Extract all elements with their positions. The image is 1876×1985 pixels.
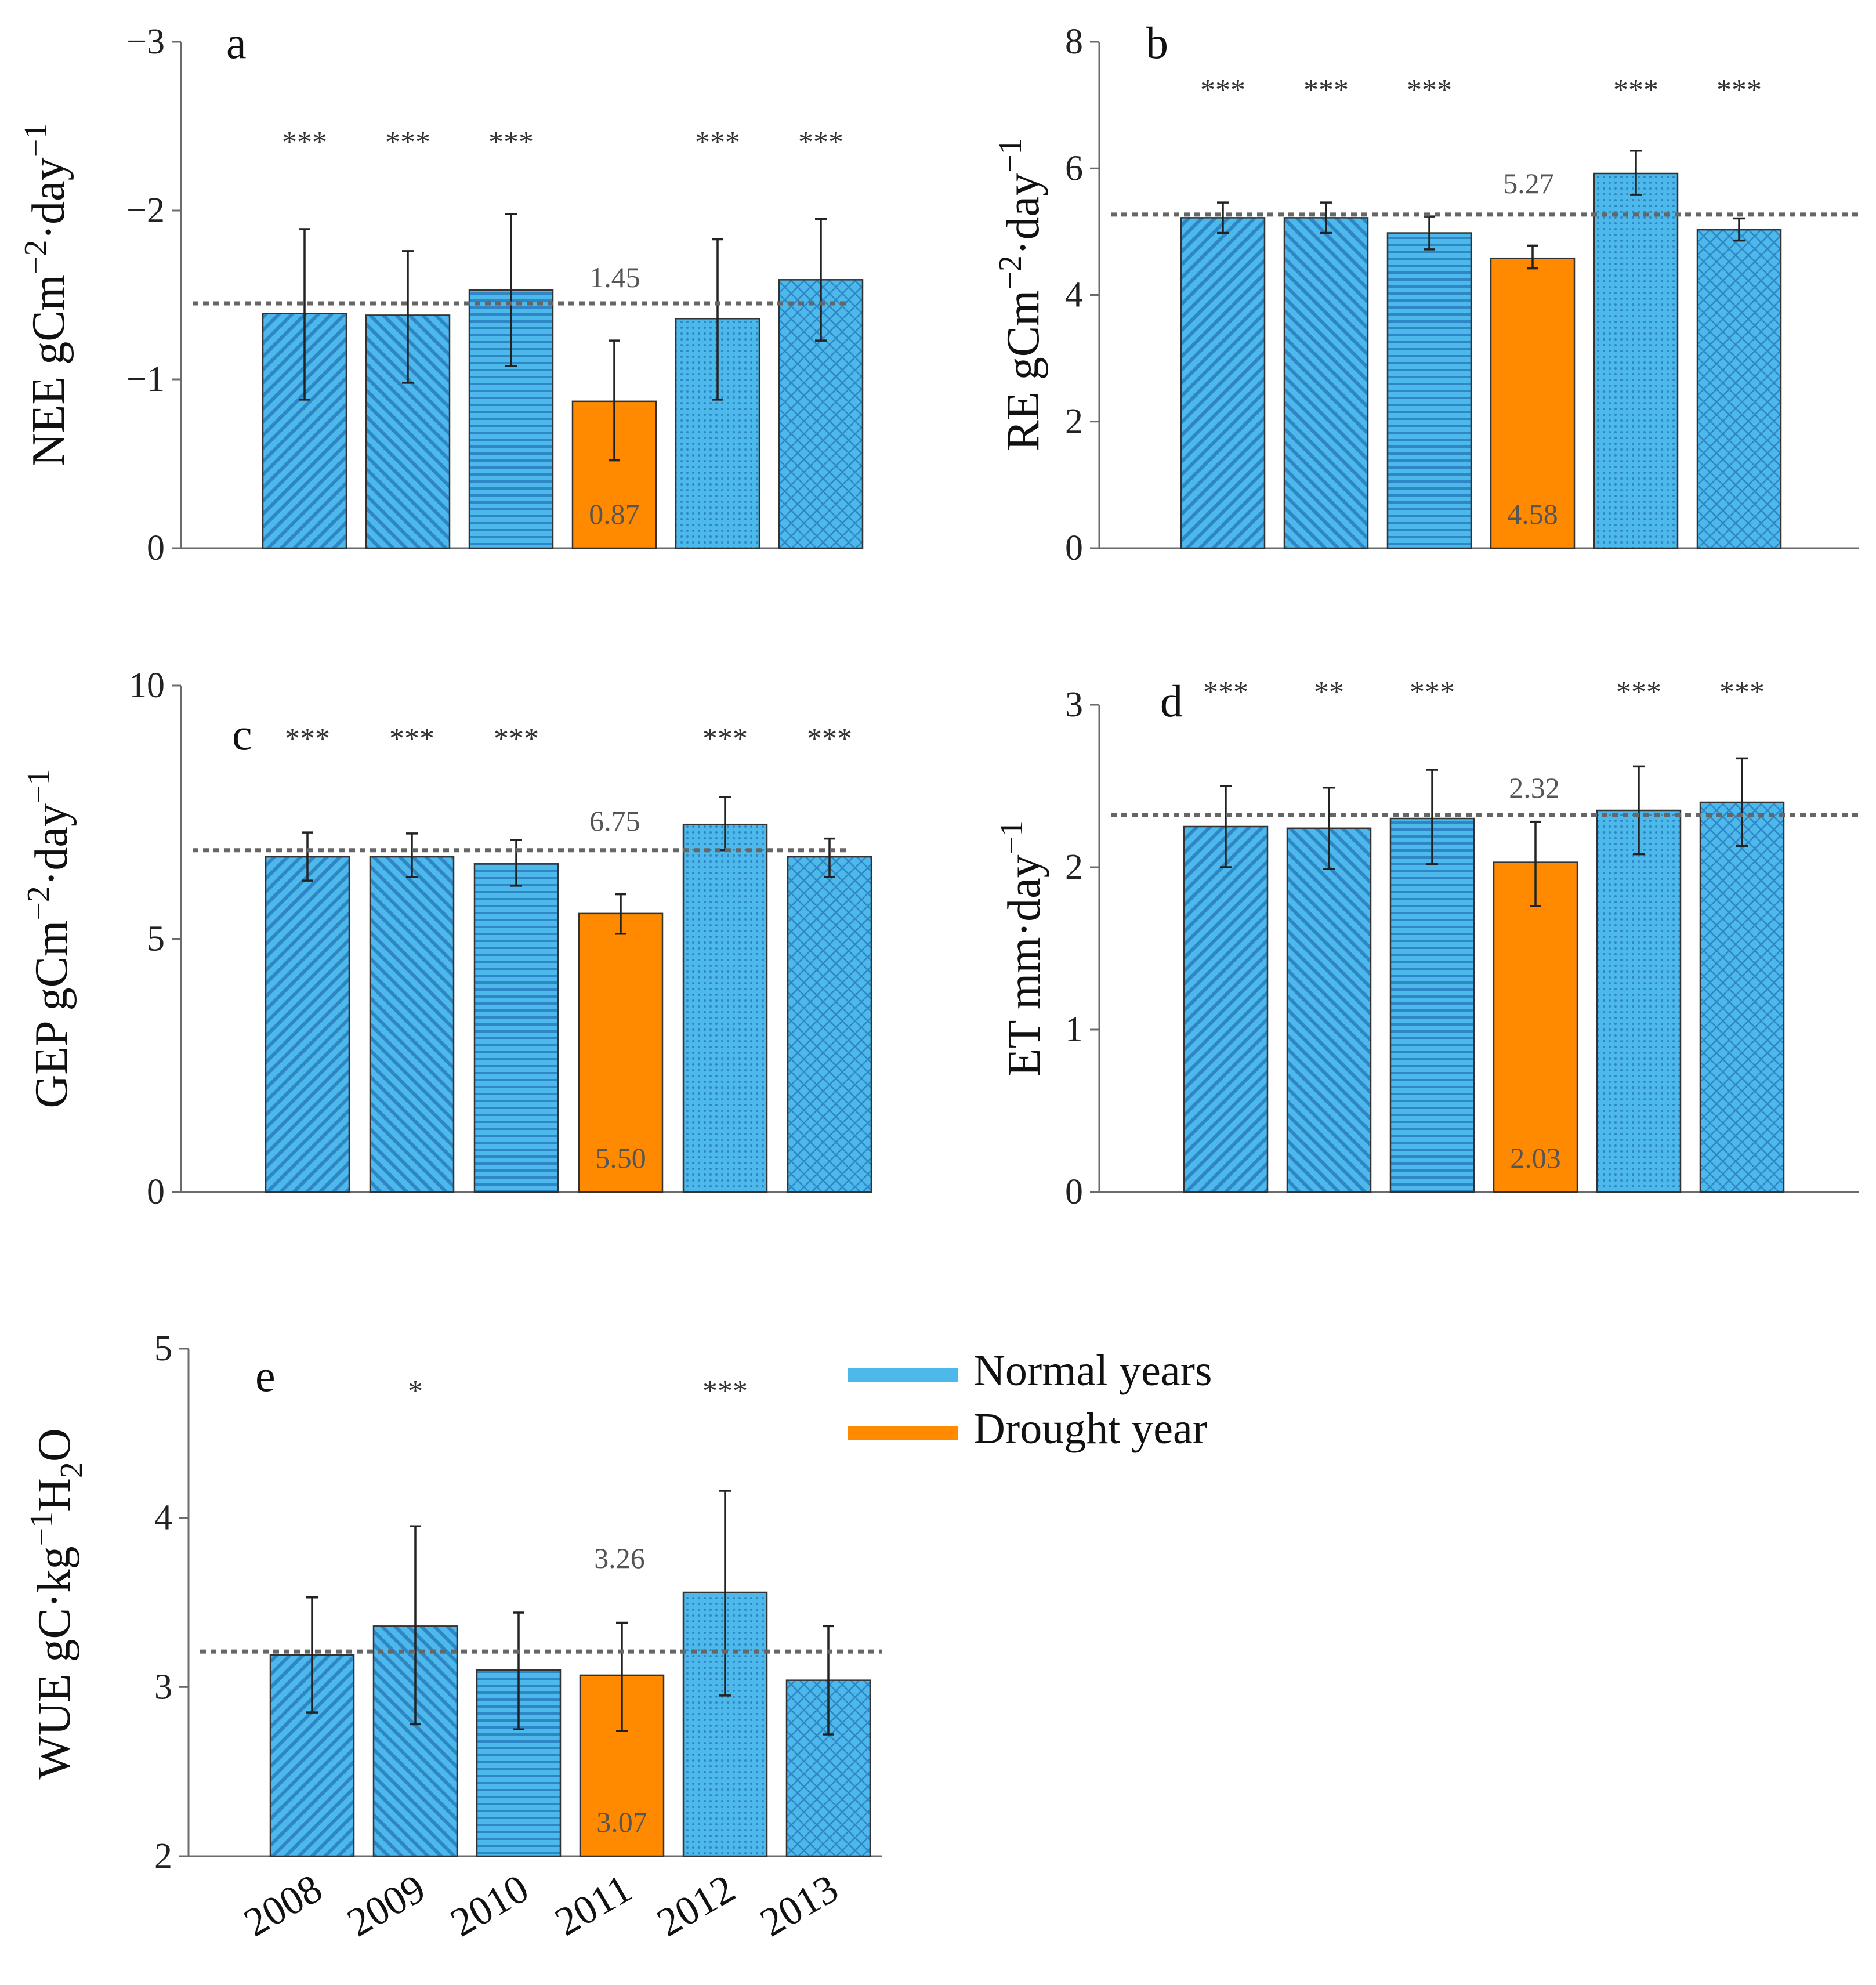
x-tick-label: 2010 — [443, 1866, 536, 1946]
significance-marker: *** — [1200, 74, 1245, 107]
mean-value-label: 3.26 — [594, 1542, 645, 1574]
x-tick-label: 2013 — [753, 1866, 846, 1946]
legend-label: Drought year — [973, 1404, 1207, 1453]
y-axis-label: GEP gCm−2·day−1 — [21, 769, 77, 1108]
drought-value-label: 0.87 — [589, 498, 640, 530]
panel-letter: a — [226, 17, 247, 68]
legend: Normal years Drought year — [848, 1346, 1212, 1453]
bar-2011 — [1491, 258, 1574, 548]
y-tick-label: 10 — [129, 666, 165, 705]
significance-marker: *** — [1407, 74, 1452, 107]
y-axis-label: NEE gCm−2·day−1 — [18, 123, 74, 466]
significance-marker: * — [408, 1375, 423, 1408]
y-tick-label: 3 — [1065, 685, 1083, 725]
y-tick-label: 5 — [154, 1329, 172, 1368]
y-tick-label: 5 — [147, 919, 165, 959]
significance-marker: *** — [1616, 676, 1661, 709]
panel-letter: c — [232, 709, 252, 759]
bar-2013 — [1697, 230, 1781, 548]
y-tick-label: −1 — [126, 360, 165, 399]
significance-marker: *** — [389, 722, 434, 755]
bar-2010 — [1390, 818, 1474, 1192]
y-tick-label: 3 — [154, 1667, 172, 1707]
mean-value-label: 2.32 — [1509, 771, 1560, 804]
bar-2010 — [1388, 233, 1471, 548]
significance-marker: *** — [807, 722, 852, 755]
y-tick-label: 4 — [154, 1498, 172, 1538]
y-tick-label: −3 — [126, 22, 165, 61]
y-tick-label: 0 — [1065, 1172, 1083, 1212]
drought-value-label: 2.03 — [1510, 1142, 1561, 1174]
y-tick-label: 4 — [1065, 276, 1083, 315]
bar-2011 — [579, 913, 662, 1192]
legend-swatch — [848, 1426, 958, 1440]
significance-marker: *** — [285, 722, 330, 755]
panel-b: 0 2 4 6 8 *** *** *** 4.58 *** *** 5.27 b RE gCm−2·da… — [993, 17, 1859, 568]
panel-e: 2 3 4 5 * 3.07 *** 3.26 e WUE gC·kg−1H2O — [24, 1329, 882, 1876]
legend-label: Normal years — [973, 1346, 1212, 1395]
y-tick-label: 6 — [1065, 148, 1083, 188]
significance-marker: *** — [494, 722, 539, 755]
x-tick-label: 2012 — [650, 1866, 743, 1946]
bar-2013 — [788, 857, 871, 1192]
panel-c: 0 5 10 *** *** *** 5.50 *** *** 6.75 c GEP gCm−2·da… — [21, 666, 872, 1212]
mean-value-label: 6.75 — [589, 805, 640, 837]
bar-2009 — [1287, 828, 1371, 1192]
significance-marker: *** — [1203, 676, 1248, 709]
significance-marker: *** — [702, 722, 748, 755]
y-axis-label: WUE gC·kg−1H2O — [24, 1428, 90, 1779]
significance-marker: *** — [1716, 74, 1762, 107]
significance-marker: *** — [798, 126, 843, 159]
drought-value-label: 4.58 — [1507, 498, 1558, 530]
panel-letter: d — [1160, 676, 1183, 726]
y-tick-label: 0 — [147, 1172, 165, 1212]
bar-2012 — [1597, 810, 1681, 1192]
bar-2008 — [1184, 827, 1267, 1192]
drought-value-label: 5.50 — [595, 1142, 646, 1174]
significance-marker: *** — [702, 1375, 748, 1408]
y-tick-label: 0 — [147, 528, 165, 568]
significance-marker: *** — [282, 126, 327, 159]
bar-2013 — [1700, 802, 1784, 1192]
drought-value-label: 3.07 — [596, 1806, 647, 1838]
bar-2009 — [370, 857, 454, 1192]
x-tick-label: 2011 — [548, 1866, 639, 1944]
significance-marker: *** — [1410, 676, 1455, 709]
bar-2012 — [683, 824, 767, 1192]
y-tick-label: 2 — [1065, 847, 1083, 887]
panel-letter: b — [1146, 17, 1168, 68]
y-tick-label: 1 — [1065, 1010, 1083, 1049]
significance-marker: *** — [1719, 676, 1765, 709]
y-tick-label: −2 — [126, 191, 165, 230]
bar-2008 — [1181, 218, 1265, 548]
bar-2008 — [266, 857, 349, 1192]
panel-letter: e — [255, 1350, 276, 1401]
x-axis-year-labels: 2008 2009 2010 2011 2012 2013 — [237, 1866, 846, 1946]
bar-2011 — [1494, 862, 1577, 1192]
y-axis-label: ET mm·day−1 — [994, 820, 1050, 1077]
significance-marker: *** — [695, 126, 740, 159]
significance-marker: *** — [385, 126, 430, 159]
significance-marker: *** — [1613, 74, 1658, 107]
x-tick-label: 2008 — [237, 1866, 329, 1946]
significance-marker: ** — [1314, 676, 1344, 709]
mean-value-label: 5.27 — [1503, 167, 1554, 200]
bar-2010 — [475, 864, 558, 1192]
y-tick-label: 8 — [1065, 22, 1083, 61]
bar-2009 — [1284, 218, 1368, 548]
legend-swatch — [848, 1368, 958, 1382]
panel-a: 0 −1 −2 −3 *** *** *** 0.87 *** *** 1.45 a NEE gCm−2… — [18, 17, 864, 568]
significance-marker: *** — [488, 126, 534, 159]
mean-value-label: 1.45 — [589, 261, 640, 294]
y-tick-label: 0 — [1065, 528, 1083, 568]
y-axis-label: RE gCm−2·day−1 — [993, 138, 1049, 451]
x-tick-label: 2009 — [340, 1866, 433, 1946]
bar-2012 — [1594, 173, 1678, 549]
y-tick-label: 2 — [154, 1837, 172, 1876]
significance-marker: *** — [1303, 74, 1349, 107]
y-tick-label: 2 — [1065, 402, 1083, 441]
